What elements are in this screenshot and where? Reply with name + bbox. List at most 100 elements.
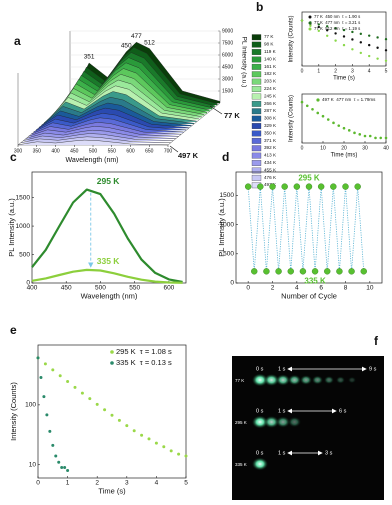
x-tick-label: 400 — [51, 148, 60, 154]
data-point — [154, 441, 158, 445]
series-label: 295 K — [298, 174, 320, 183]
x-tick-label: 600 — [126, 148, 135, 154]
x-tick-label: 0 — [301, 145, 304, 151]
time-label: 1 s — [278, 366, 286, 372]
pointer — [169, 145, 179, 153]
glow — [300, 375, 312, 385]
legend-marker — [308, 15, 312, 19]
data-point — [257, 183, 264, 190]
y-tick-label: 1000 — [16, 223, 31, 230]
data-point — [334, 27, 337, 30]
legend-swatch — [251, 152, 262, 159]
peak-label: 351 — [84, 54, 95, 61]
plot-frame — [31, 171, 187, 284]
data-point — [300, 19, 304, 22]
y-tick-label: 0 — [230, 280, 234, 287]
spectrum — [28, 126, 179, 137]
data-point — [305, 183, 313, 190]
data-point — [251, 268, 258, 275]
data-point — [321, 114, 325, 118]
y-axis-label: PL Intensity (a.u.) — [217, 198, 226, 257]
data-point — [58, 374, 62, 378]
area-fill — [18, 140, 168, 145]
legend-marker — [316, 98, 320, 102]
panel-label: a — [14, 34, 21, 48]
x-tick-label: 450 — [61, 285, 72, 292]
x-axis-label: Number of Cycle — [281, 291, 337, 300]
data-point — [342, 28, 346, 32]
legend-swatch — [251, 78, 262, 85]
legend-swatch — [251, 130, 262, 137]
legend-swatch — [251, 137, 262, 144]
spectrum — [17, 139, 169, 146]
x-tick-label: 1 — [317, 68, 320, 74]
data-point — [316, 111, 320, 115]
legend-label: 182 K — [264, 71, 277, 76]
legend-label: 287 K — [264, 108, 277, 113]
data-point — [317, 183, 325, 190]
y-tick-label: 1500 — [16, 194, 31, 201]
data-point — [43, 362, 47, 366]
spectrum — [51, 79, 202, 117]
data-point — [263, 268, 270, 275]
spectrum — [49, 85, 200, 120]
data-point — [244, 183, 252, 190]
x-tick-label: 650 — [145, 148, 154, 154]
data-point — [360, 268, 367, 275]
x-tick-label: 3 — [125, 480, 129, 487]
glow — [252, 373, 268, 387]
legend-swatch — [251, 63, 262, 70]
x-axis-label: Time (s) — [98, 486, 126, 495]
data-point — [348, 268, 355, 275]
data-point — [337, 124, 341, 127]
legend-label: 476 K — [264, 175, 277, 180]
legend-label: 266 K — [264, 101, 277, 106]
x-tick-label: 450 — [70, 148, 79, 154]
peak-label: 477 — [131, 33, 142, 40]
data-point — [169, 449, 173, 453]
data-point — [132, 429, 136, 433]
area-fill — [20, 136, 171, 143]
spectrum — [38, 107, 189, 128]
spectrum — [23, 133, 174, 141]
glow — [336, 376, 345, 384]
plot-frame — [37, 344, 187, 479]
area-fill — [23, 133, 174, 141]
data-point — [347, 129, 351, 132]
x-tick-label: 550 — [108, 148, 117, 154]
data-point — [358, 133, 362, 136]
data-point — [110, 413, 114, 417]
legend-swatch — [251, 167, 262, 174]
data-point — [363, 134, 367, 138]
x-tick-label: 10 — [320, 145, 326, 151]
data-point — [66, 379, 70, 383]
legend-marker — [308, 27, 312, 31]
x-tick-label: 4 — [295, 285, 299, 292]
spectrum — [30, 122, 182, 135]
series-line — [31, 188, 183, 284]
legend-label: 119 K — [264, 49, 277, 54]
data-point — [88, 397, 92, 401]
data-point — [42, 395, 46, 399]
data-point — [80, 391, 84, 395]
row-label: 335 K — [235, 462, 247, 467]
legend-swatch — [251, 123, 262, 129]
data-point — [384, 136, 388, 140]
connector — [247, 186, 365, 272]
legend-label: 497 K 477 nm τ = 1.79ms — [322, 97, 376, 102]
data-point — [309, 24, 312, 27]
data-point — [57, 460, 61, 464]
legend-swatch — [251, 86, 262, 92]
data-point — [287, 268, 294, 275]
legend-swatch — [251, 145, 262, 152]
data-point — [317, 29, 320, 33]
z-tick-label: 3000 — [222, 76, 233, 82]
legend-label: 413 K — [264, 153, 277, 158]
x-tick-label: 4 — [155, 480, 159, 487]
data-point — [324, 268, 331, 275]
data-point — [334, 39, 337, 42]
legend-label: 329 K — [264, 123, 277, 128]
legend-label: 224 K — [264, 86, 277, 91]
data-point — [326, 118, 330, 121]
